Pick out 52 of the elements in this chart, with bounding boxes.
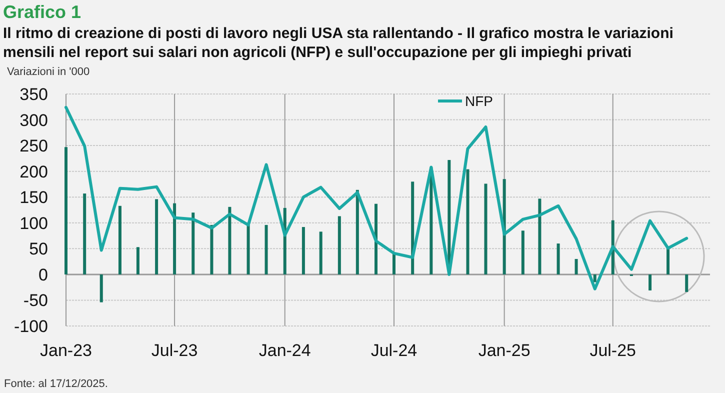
x-tick-label: Jul-24 xyxy=(370,341,418,360)
bar xyxy=(210,224,214,274)
x-tick-label: Jan-25 xyxy=(478,341,530,360)
bar xyxy=(264,224,268,274)
bar xyxy=(136,247,140,274)
bar xyxy=(246,224,250,274)
y-tick-label: 50 xyxy=(29,240,48,259)
bar xyxy=(685,274,688,292)
y-axis-title: Variazioni in '000 xyxy=(7,66,90,78)
bar xyxy=(338,216,341,274)
y-tick-label: 350 xyxy=(20,85,48,104)
y-tick-label: -50 xyxy=(23,291,48,310)
bar xyxy=(83,194,86,274)
bar xyxy=(593,274,596,282)
chart-title: Grafico 1 xyxy=(3,2,82,22)
bar xyxy=(556,244,560,274)
x-tick-label: Jan-23 xyxy=(40,341,92,360)
legend-label: NFP xyxy=(465,93,493,109)
bar xyxy=(374,204,378,274)
bar xyxy=(64,147,68,274)
y-tick-label: 100 xyxy=(20,214,48,233)
bar xyxy=(392,254,396,274)
bar xyxy=(648,274,652,290)
bar xyxy=(100,274,103,302)
x-tick-label: Jul-23 xyxy=(151,341,198,360)
x-tick-label: Jul-25 xyxy=(590,341,636,360)
y-tick-label: 250 xyxy=(20,136,48,156)
bar xyxy=(319,232,322,274)
bar xyxy=(192,212,195,274)
bar xyxy=(502,179,506,274)
y-tick-label: 300 xyxy=(20,110,48,130)
bar xyxy=(302,227,305,274)
bar xyxy=(466,169,470,274)
bar xyxy=(155,199,158,274)
chart-subtitle: Il ritmo di creazione di posti di lavoro negli USA sta rallentando - Il grafico mostra le variazioni mensili nel report sui salari non agricoli (NFP) e sull'occupazione per gli impieghi privati xyxy=(3,25,674,61)
bar xyxy=(666,248,670,274)
y-tick-label: 0 xyxy=(38,265,48,284)
bar xyxy=(411,182,414,274)
x-tick-label: Jan-24 xyxy=(258,341,311,360)
bar xyxy=(356,190,359,274)
source-note: Fonte: al 17/12/2025. xyxy=(4,378,108,390)
y-tick-label: 150 xyxy=(20,188,48,208)
bar xyxy=(173,203,176,274)
bar xyxy=(574,258,578,274)
line-series xyxy=(64,106,688,290)
bar xyxy=(521,230,524,274)
bar xyxy=(118,206,122,274)
y-tick-label: 200 xyxy=(20,162,48,182)
bar xyxy=(538,198,542,274)
bar xyxy=(228,206,232,274)
bar xyxy=(484,184,488,274)
y-tick-label: -100 xyxy=(14,317,48,336)
